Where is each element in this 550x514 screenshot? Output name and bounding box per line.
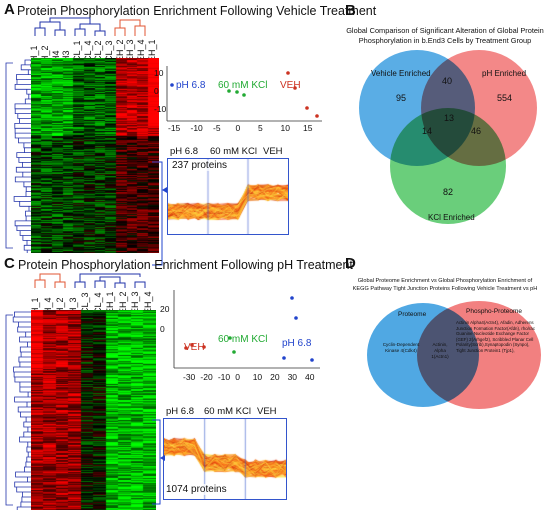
tick-label: 15 (303, 123, 313, 133)
panel-c-profile-group-ph: pH 6.8 (166, 406, 194, 417)
panel-c-pca-label-ph: pH 6.8 (282, 338, 312, 349)
venn-ellipse-phospho (417, 301, 541, 409)
pca-point (228, 336, 232, 340)
pca-point (227, 89, 231, 93)
panel-a-pca-plot (166, 66, 322, 122)
panel-a-letter: A (4, 1, 15, 18)
tick-label: 10 (154, 68, 164, 78)
panel-c-pca-label-kcl: 60 mM KCl (218, 334, 268, 345)
pca-point (184, 346, 188, 350)
panel-c-left-dendrogram (5, 311, 31, 510)
panel-a-profile-count: 237 proteins (172, 160, 228, 171)
panel-c-connector (152, 419, 165, 505)
pca-point (282, 356, 286, 360)
panel-a-column-labels: PH_1PH_2PH4PH3KCL_1KCL_4KCL_2KCL_3VEH_2V… (29, 36, 160, 68)
panel-d-overlap: Actinin, Alpha 1(Actn1) (431, 342, 449, 359)
panel-a-title: Protein Phosphorylation Enrichment Follo… (17, 4, 377, 18)
tick-label: 20 (160, 304, 170, 314)
panel-a-heatmap (31, 58, 159, 253)
pca-point (232, 350, 236, 354)
panel-a-connector (152, 161, 167, 266)
panel-c-column-labels: PH_1 PH_4 PH_2 PH_3 KCL_3 KCL_4 VEH_1 VEH_2 VEH_… (30, 288, 158, 320)
tick-label: -20 (200, 372, 213, 382)
panel-d-set-proteome: Proteome (398, 311, 427, 318)
panel-b-title-line2: Phosphorylation in b.End3 Cells by Treat… (358, 36, 532, 45)
panel-b-count-ph-only: 554 (497, 93, 513, 103)
tick-label: 10 (252, 372, 263, 382)
pca-point (293, 86, 297, 90)
panel-c-title: Protein Phosphorylation Enrichment Follo… (18, 258, 353, 272)
panel-b-set-vehicle: Vehicle Enriched (371, 69, 431, 78)
panel-a-profile-group-ph: pH 6.8 (170, 146, 198, 157)
panel-c-profile-count: 1074 proteins (166, 484, 227, 495)
pca-point (290, 296, 294, 300)
tick-label: 10 (280, 123, 290, 133)
panel-b-venn (359, 50, 537, 224)
panel-a-left-dendrogram (5, 59, 31, 253)
panel-d-letter: D (345, 255, 356, 272)
pca-point (190, 343, 194, 347)
panel-c-pca-plot (173, 290, 320, 369)
panel-b-count-vehicle-only: 95 (396, 93, 407, 103)
panel-d-venn (367, 301, 541, 409)
tick-label: -10 (154, 104, 167, 114)
venn-circle-kcl (390, 108, 506, 224)
pca-point (305, 106, 309, 110)
tick-label: 0 (235, 372, 241, 382)
pca-point (315, 114, 319, 118)
panel-c-profile-group-kcl: 60 mM KCl (204, 406, 251, 417)
tick-label: 30 (287, 372, 298, 382)
panel-a-profile-group-veh: VEH (263, 146, 283, 157)
panel-b-count-vehicle-ph: 40 (442, 76, 453, 86)
pca-point (294, 316, 298, 320)
tick-label: 0 (154, 86, 159, 96)
panel-c-top-dendrogram (34, 273, 146, 288)
panel-a-pca-label-kcl: 60 mM KCl (218, 80, 268, 91)
tick-label: -15 (168, 123, 181, 133)
tick-label: 5 (258, 123, 263, 133)
tick-label: 40 (305, 372, 315, 382)
pca-point (310, 358, 314, 362)
panel-b-letter: B (345, 2, 356, 19)
panel-b-count-kcl-only: 82 (443, 187, 454, 197)
panel-a-profile-group-kcl: 60 mM KCl (210, 146, 257, 157)
pca-point (170, 83, 174, 87)
panel-b-count-ph-kcl: 46 (471, 126, 482, 136)
tick-label: 20 (270, 372, 280, 382)
panel-c-heatmap (31, 310, 156, 510)
panel-d-title-line1: Global Proteome Enrichment vs Global Pho… (357, 278, 533, 284)
tick-label: -5 (213, 123, 221, 133)
tick-label: -10 (190, 123, 203, 133)
tick-label: 0 (160, 324, 165, 334)
panel-c-profile-group-veh: VEH (257, 406, 277, 417)
panel-d-set-phospho: Phospho-Proteome (466, 308, 523, 315)
panel-c-pca-label-veh: VEH (184, 342, 205, 353)
panel-d-title-line2: KEGG Pathway Tight Junction Proteins Fol… (352, 286, 538, 292)
panel-b-count-vehicle-kcl: 14 (422, 126, 433, 136)
panel-d-left-only: Cyclin-Dependent Kinase 4(Cdk4) (382, 342, 420, 353)
panel-a-pca-label-ph: pH 6.8 (176, 80, 206, 91)
pca-point (286, 71, 290, 75)
pca-point (202, 345, 206, 349)
pca-point (242, 93, 246, 97)
panel-b-set-ph: pH Enriched (482, 69, 527, 78)
tick-label: -10 (217, 372, 231, 382)
pca-point (235, 90, 239, 94)
panel-b-count-all: 13 (444, 113, 455, 123)
tick-label: -30 (183, 372, 196, 382)
panel-a-pca-label-veh: VEH (280, 80, 301, 91)
panel-b-title-line1: Global Comparison of Significant Alterat… (346, 26, 544, 35)
panel-d-right-only: Actinin Alpha4(Actn4), Afadin, Adherens … (456, 320, 536, 353)
panel-b-set-kcl: KCl Enriched (428, 213, 475, 222)
panel-c-letter: C (4, 255, 15, 272)
panel-a-top-dendrogram (34, 17, 146, 36)
tick-label: 0 (235, 123, 241, 133)
